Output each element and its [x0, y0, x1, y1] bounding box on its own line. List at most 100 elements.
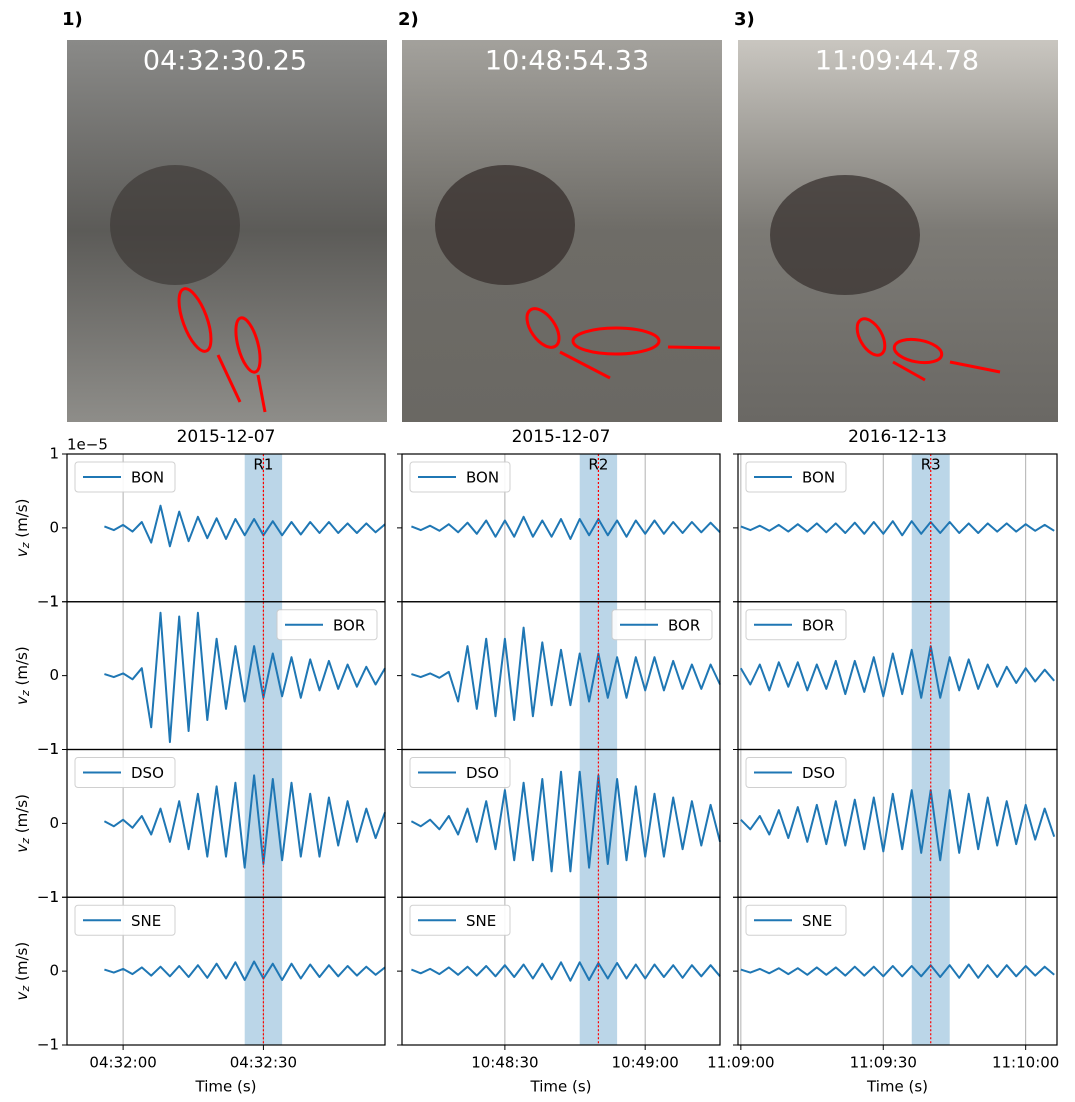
highlight-ellipse: [234, 316, 262, 374]
y-label-symbol: v: [13, 547, 31, 557]
legend-box: [409, 461, 511, 493]
subplot: −1 0 1 vz (m/s) DSO: [13, 740, 386, 906]
photo-label: 3): [734, 9, 755, 30]
waveform: [103, 774, 386, 869]
x-tick-label: 11:09:30: [850, 1054, 917, 1072]
y-tick-label: 0: [49, 666, 59, 684]
x-label: Time (s): [530, 1078, 592, 1096]
y-label-symbol: v: [13, 843, 31, 853]
subplot: BOR: [733, 601, 1058, 751]
timestamp: 04:32:30.25: [143, 46, 307, 77]
legend-box: [745, 461, 847, 493]
y-label-unit: (m/s): [13, 794, 31, 833]
x-tick-label: 11:09:00: [707, 1054, 774, 1072]
legend-box: [745, 609, 847, 641]
y-label-subscript: z: [19, 838, 32, 845]
photo-3: 3) 11:09:44.78: [734, 9, 1058, 422]
waveform: [410, 770, 721, 873]
legend-box: [745, 757, 847, 788]
legend-box: [276, 609, 378, 641]
arrow: [559, 350, 611, 380]
photo-1: 1) 04:32:30.25: [62, 9, 387, 422]
y-tick-label: 0: [49, 962, 59, 980]
timestamp: 10:48:54.33: [485, 46, 649, 77]
y-tick-label: −1: [37, 592, 59, 610]
y-label-symbol: v: [13, 695, 31, 705]
legend-label: BOR: [668, 616, 700, 634]
y-label-unit: (m/s): [13, 646, 31, 685]
highlight-ellipse: [571, 326, 661, 356]
y-label: vz (m/s): [13, 499, 33, 558]
y-label-subscript: z: [19, 690, 32, 697]
subplot: DSO: [397, 748, 721, 898]
highlight-ellipse: [525, 307, 561, 349]
arrow: [216, 354, 242, 403]
waveform: [411, 626, 721, 721]
event-label: R3: [921, 456, 941, 474]
crater: [770, 175, 920, 295]
subplot: DSO: [733, 748, 1058, 898]
y-label-subscript: z: [19, 542, 32, 549]
legend-label: DSO: [466, 764, 499, 782]
y-label-unit: (m/s): [13, 499, 31, 538]
y-label: vz (m/s): [13, 646, 33, 705]
y-label: vz (m/s): [13, 794, 33, 853]
legend-label: DSO: [131, 764, 164, 782]
legend-box: [74, 904, 176, 936]
legend-box: [409, 757, 511, 788]
waveform: [740, 963, 1055, 979]
x-label: Time (s): [195, 1078, 257, 1096]
y-label-symbol: v: [13, 990, 31, 1000]
event-label: R2: [588, 456, 608, 474]
y-tick-label: 1: [49, 445, 59, 463]
legend-label: SNE: [466, 912, 496, 930]
waveform: [411, 515, 721, 540]
y-tick-label: −1: [37, 1036, 59, 1054]
subplot: BOR: [397, 601, 721, 751]
legend-label: SNE: [802, 912, 832, 930]
y-label-unit: (m/s): [13, 942, 31, 981]
legend-box: [611, 609, 713, 641]
waveform: [740, 789, 1056, 862]
subplot: R2 BON: [397, 453, 721, 603]
chart-title: 2015-12-07: [177, 427, 276, 447]
waveform: [104, 960, 386, 981]
photo-2: 2) 10:48:54.33: [398, 9, 722, 422]
waveform: [739, 645, 1055, 699]
arrow: [256, 374, 267, 413]
y-tick-label: 0: [49, 518, 59, 536]
timestamp: 11:09:44.78: [815, 46, 979, 77]
y-tick-label: 1: [49, 888, 59, 906]
subplot: SNE 11:09:00 11:09:30 11:10:00 Time (s): [707, 896, 1059, 1096]
x-tick-label: 04:32:30: [230, 1054, 297, 1072]
subplot: R3 BON: [733, 453, 1058, 603]
y-tick-label: −1: [37, 740, 59, 758]
y-tick-label: 0: [49, 814, 59, 832]
y-label: vz (m/s): [13, 942, 33, 1001]
crater: [435, 165, 575, 285]
crater: [110, 165, 240, 285]
chart-title: 2015-12-07: [512, 427, 611, 447]
photo-label: 1): [62, 9, 83, 30]
y-tick-label: 1: [49, 740, 59, 758]
legend-box: [745, 904, 847, 936]
subplot: −1 0 1 vz (m/s) BOR: [13, 592, 386, 758]
legend-label: DSO: [802, 764, 835, 782]
event-label: R1: [253, 456, 273, 474]
y-label-subscript: z: [19, 986, 32, 993]
y-tick-label: −1: [37, 888, 59, 906]
x-tick-label: 11:10:00: [992, 1054, 1059, 1072]
arrow: [892, 360, 926, 382]
waveform: [740, 520, 1055, 537]
x-tick-label: 10:49:00: [611, 1054, 678, 1072]
photo-label: 2): [398, 9, 419, 30]
legend-box: [409, 904, 511, 936]
legend-box: [74, 461, 176, 493]
highlight-ellipse: [177, 287, 213, 353]
y-offset: 1e−5: [67, 436, 108, 454]
legend-label: BON: [131, 469, 164, 487]
arrow: [949, 360, 1001, 374]
legend-box: [74, 757, 176, 788]
